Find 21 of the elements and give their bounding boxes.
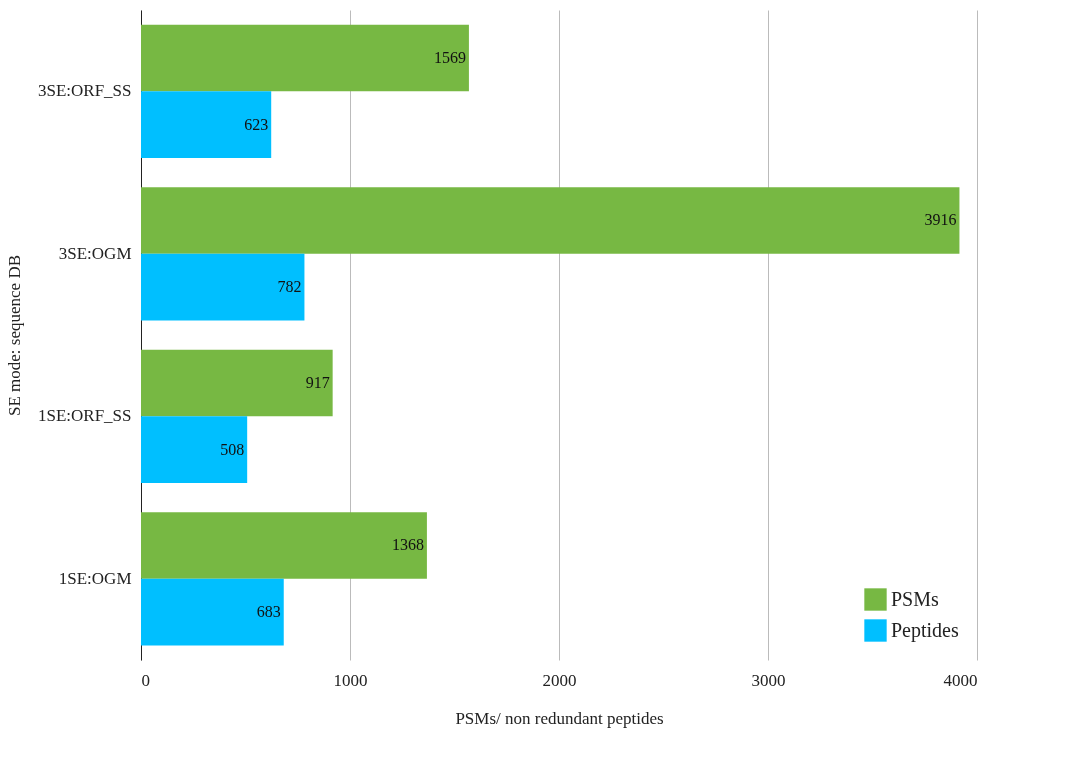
y-tick-label: 3SE:ORF_SS [37,81,132,101]
legend-label: PSMs [891,587,940,610]
data-label: 1569 [433,48,466,66]
x-tick-label: 3000 [751,670,786,690]
x-tick-label: 1000 [333,670,368,690]
legend-label: Peptides [891,618,959,642]
data-label: 3916 [924,211,957,229]
data-label: 1368 [391,536,424,554]
x-tick-label: 0 [141,670,150,690]
data-label: 508 [220,440,245,458]
data-label: 917 [305,373,330,391]
data-label: 782 [277,278,302,296]
x-tick-label: 2000 [542,670,577,690]
y-tick-label: 3SE:OGM [58,243,132,263]
y-axis-title: SE mode: sequence DB [4,255,24,416]
y-tick-label: 1SE:OGM [58,568,132,588]
data-label: 623 [244,115,269,133]
x-axis-title: PSMs/ non redundant peptides [455,708,664,728]
x-tick-label: 4000 [943,670,978,690]
y-tick-label: 1SE:ORF_SS [37,406,132,426]
data-label: 683 [256,603,281,621]
